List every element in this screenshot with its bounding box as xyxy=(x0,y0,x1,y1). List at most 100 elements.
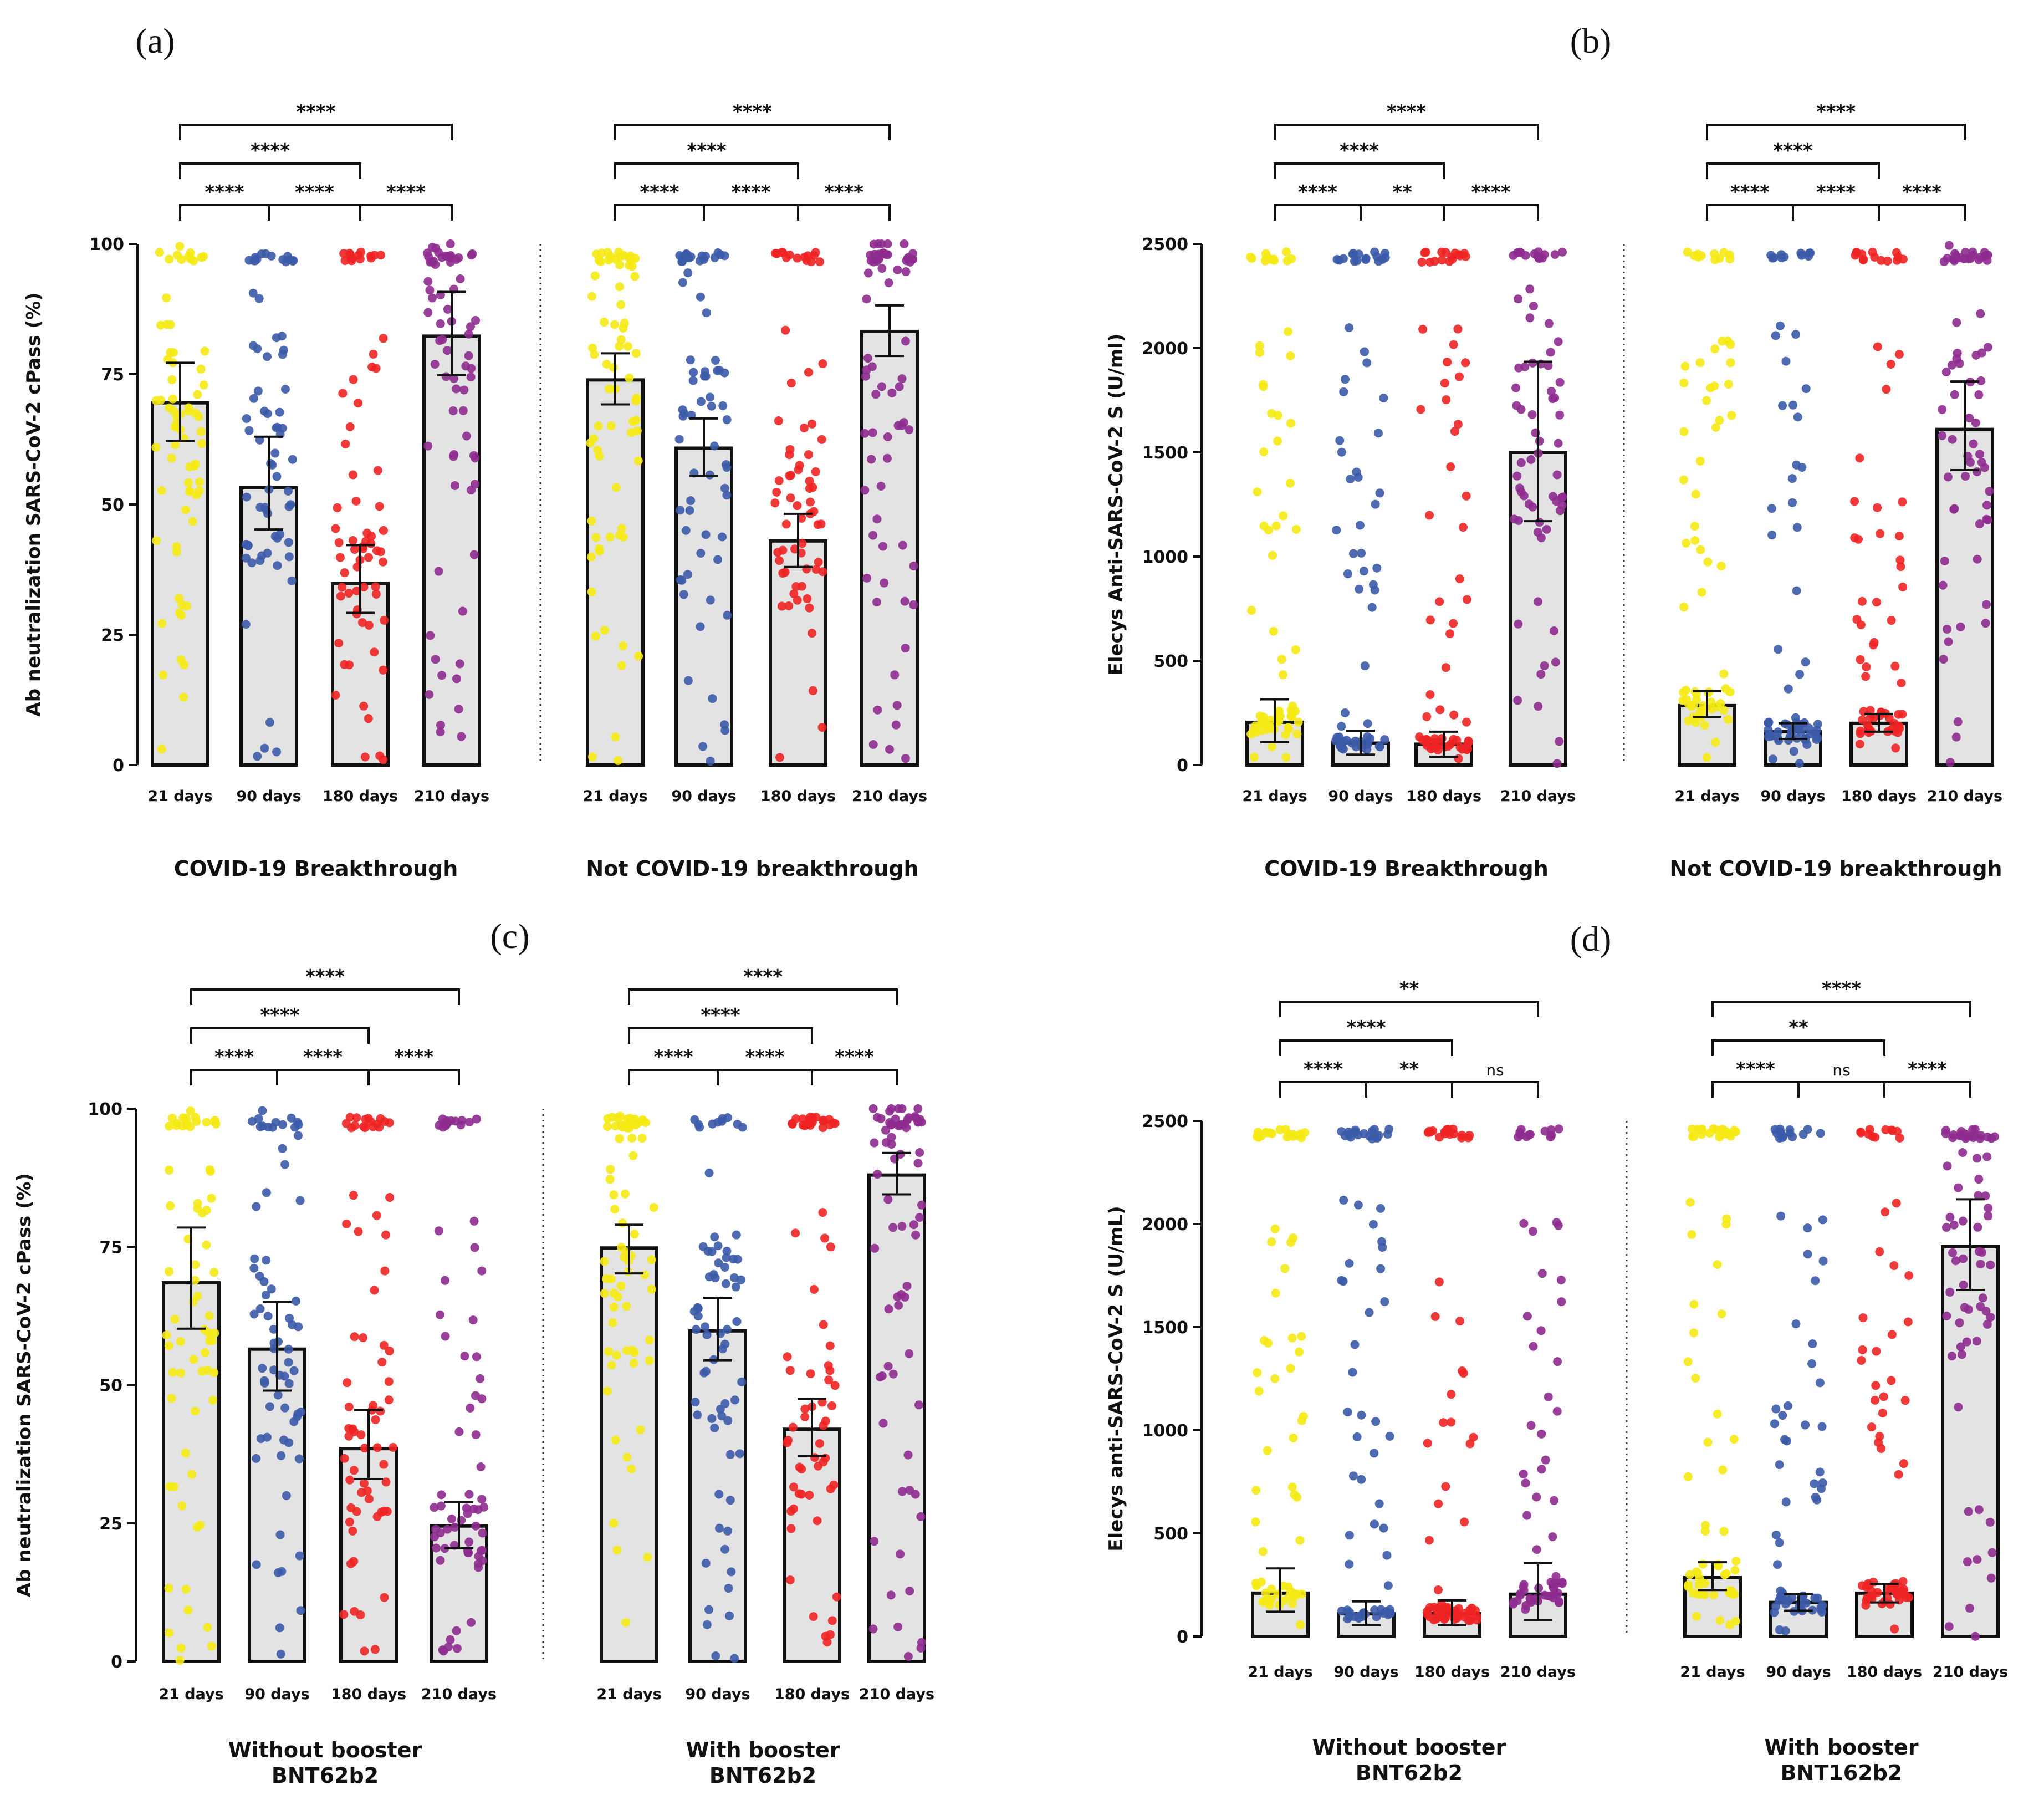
group-label: Not COVID-19 breakthrough xyxy=(586,856,918,881)
data-point xyxy=(693,1410,702,1420)
data-point xyxy=(1372,563,1382,573)
data-point xyxy=(275,1623,284,1633)
data-point xyxy=(372,1120,382,1129)
data-point xyxy=(1956,1126,1966,1136)
data-point xyxy=(1974,1175,1984,1184)
data-point xyxy=(909,1220,918,1230)
data-point xyxy=(1466,1608,1475,1618)
data-point xyxy=(615,282,624,292)
data-point xyxy=(1682,538,1691,548)
significance-bracket xyxy=(628,988,898,1005)
data-point xyxy=(1808,1339,1817,1349)
data-point xyxy=(873,1170,882,1179)
data-point xyxy=(1856,729,1865,738)
data-point xyxy=(1519,491,1529,501)
data-point xyxy=(1254,1386,1264,1396)
data-point xyxy=(791,1228,800,1238)
data-point xyxy=(885,745,895,754)
data-point xyxy=(1724,715,1733,724)
x-tick-label: 90 days xyxy=(685,1686,750,1703)
data-point xyxy=(905,1587,914,1596)
data-point xyxy=(197,439,206,448)
data-point xyxy=(731,1282,740,1292)
data-point xyxy=(454,705,463,714)
data-point xyxy=(345,1475,355,1485)
data-point xyxy=(359,1478,369,1488)
data-point xyxy=(170,1482,179,1491)
data-point xyxy=(614,756,623,765)
data-point xyxy=(207,1194,216,1203)
data-point xyxy=(200,346,209,356)
data-point xyxy=(1557,1297,1566,1307)
data-point xyxy=(786,493,795,503)
data-point xyxy=(780,568,790,577)
data-point xyxy=(171,440,180,450)
data-point xyxy=(1541,1455,1550,1465)
data-point xyxy=(1547,386,1556,396)
data-point xyxy=(892,701,902,710)
data-point xyxy=(1784,684,1793,694)
data-point xyxy=(1371,499,1380,509)
data-point xyxy=(273,1390,283,1400)
data-point xyxy=(900,239,909,248)
data-point xyxy=(1801,1420,1810,1430)
data-point xyxy=(829,1480,839,1490)
data-point xyxy=(1251,728,1260,737)
data-point xyxy=(806,1369,815,1379)
data-point xyxy=(1890,726,1900,736)
data-point xyxy=(868,428,877,437)
data-point xyxy=(172,1121,181,1130)
data-point xyxy=(208,1395,218,1405)
data-point xyxy=(903,1450,913,1460)
data-point xyxy=(1803,1223,1812,1233)
data-point xyxy=(588,343,597,353)
data-point xyxy=(732,1317,742,1326)
data-point xyxy=(190,1276,200,1285)
data-point xyxy=(1818,1256,1828,1266)
data-point xyxy=(1514,1132,1523,1141)
data-point xyxy=(196,1521,205,1530)
data-point xyxy=(1856,655,1865,664)
data-point xyxy=(446,1635,455,1644)
x-tick-label: 90 days xyxy=(1328,788,1393,805)
y-tick-label: 50 xyxy=(101,496,124,515)
data-point xyxy=(1803,1250,1812,1259)
data-point xyxy=(436,1501,446,1511)
data-point xyxy=(1962,1337,1971,1347)
data-point xyxy=(674,435,684,444)
y-tick-label: 2500 xyxy=(1142,1112,1189,1131)
data-point xyxy=(181,505,190,514)
x-tick-label: 180 days xyxy=(331,1686,406,1703)
data-point xyxy=(623,1123,632,1133)
y-tick-label: 1000 xyxy=(1142,1421,1189,1441)
y-axis-label: Ab neutralization SARS-CoV-2 cPass (%) xyxy=(23,292,45,716)
data-point xyxy=(1969,439,1978,448)
data-point xyxy=(193,390,202,399)
significance-bracket xyxy=(190,1027,370,1044)
data-point xyxy=(423,277,433,286)
data-point xyxy=(798,539,807,548)
data-point xyxy=(1977,348,1986,358)
data-point xyxy=(1858,1313,1868,1323)
data-point xyxy=(1709,1590,1719,1600)
data-point xyxy=(1683,1472,1693,1481)
data-point xyxy=(1281,753,1291,762)
data-point xyxy=(1892,1199,1901,1208)
data-point xyxy=(795,1462,804,1472)
data-point xyxy=(253,386,263,396)
data-point xyxy=(1978,1293,1987,1303)
data-point xyxy=(814,1461,823,1471)
group-label: BNT162b2 xyxy=(1781,1761,1903,1785)
data-point xyxy=(870,1243,880,1253)
data-point xyxy=(1455,574,1464,584)
data-point xyxy=(1959,1280,1968,1289)
x-tick-label: 21 days xyxy=(596,1686,661,1703)
data-point xyxy=(1956,622,1965,631)
data-point xyxy=(622,1302,631,1311)
data-point xyxy=(1528,1227,1537,1236)
data-point xyxy=(189,1355,198,1364)
x-tick-label: 180 days xyxy=(1847,1664,1922,1681)
data-point xyxy=(707,401,716,411)
data-point xyxy=(793,501,802,511)
data-point xyxy=(295,1551,304,1561)
